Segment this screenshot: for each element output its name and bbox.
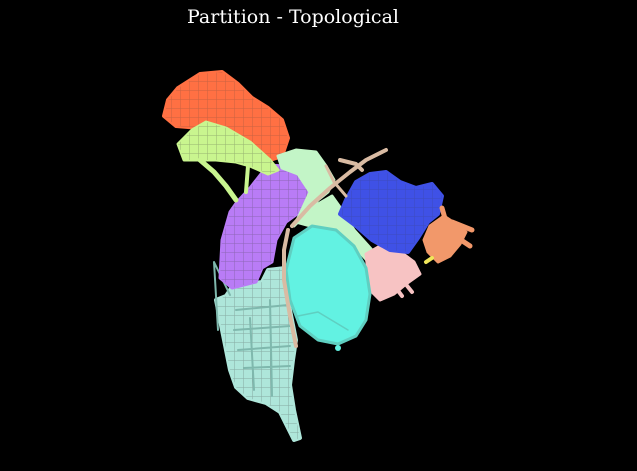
region-cyan[interactable] (284, 224, 372, 351)
region-blue[interactable] (338, 170, 444, 254)
region-purple[interactable] (218, 163, 312, 290)
map-title: Partition - Topological (187, 6, 399, 28)
arterial-roads (282, 148, 388, 348)
region-pink[interactable] (364, 244, 422, 302)
region-lime[interactable] (176, 120, 280, 203)
region-peach[interactable] (422, 205, 475, 264)
region-seafoam[interactable] (213, 261, 302, 442)
